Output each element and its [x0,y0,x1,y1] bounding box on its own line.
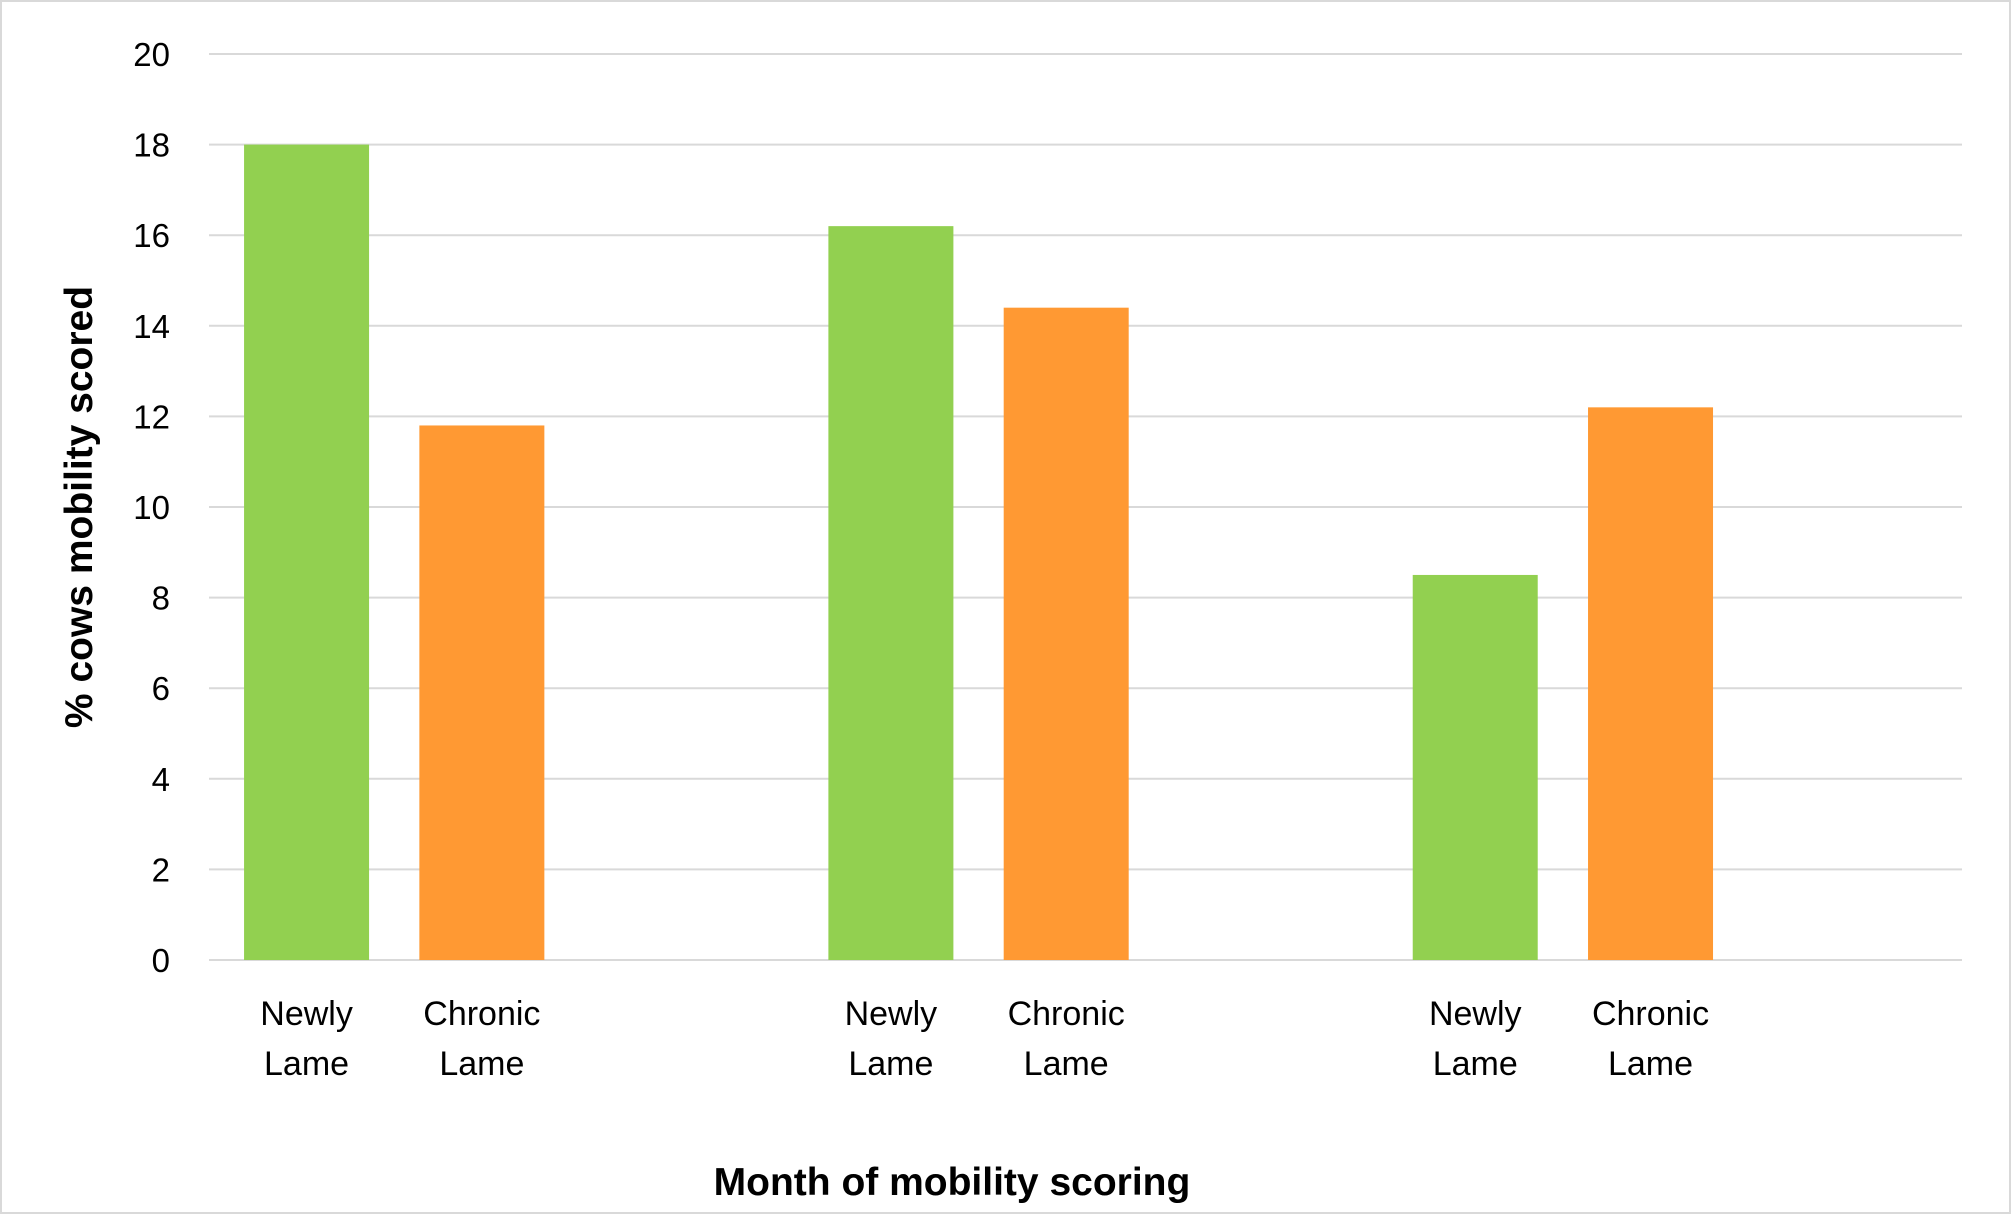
y-tick-label: 12 [133,398,170,435]
x-category-label: Chronic Lame [423,995,540,1083]
x-category-label: Chronic Lame [1592,995,1709,1083]
x-category-label: Newly Lame [260,995,353,1083]
y-tick-label: 6 [152,670,170,707]
bar-newly-lame [1412,574,1538,960]
y-tick-label: 4 [152,761,170,798]
y-tick-label: 8 [152,580,170,617]
y-tick-label: 20 [133,36,170,73]
bar-newly-lame [828,226,954,960]
bar-chronic-lame [1003,307,1129,960]
bar-chronic-lame [419,425,545,961]
y-tick-label: 16 [133,217,170,254]
x-category-label: Chronic Lame [1008,995,1125,1083]
bars [244,144,1714,961]
y-tick-label: 10 [133,489,170,526]
x-axis-category-labels: Newly Lame Chronic Lame Newly Lame Chronic Lame… [260,995,1709,1083]
bar-chronic-lame [1588,407,1714,961]
y-tick-label: 0 [152,942,170,979]
x-axis-title: Month of mobility scoring [714,1161,1191,1204]
y-tick-label: 2 [152,851,170,888]
x-category-label: Newly Lame [1429,995,1522,1083]
y-axis-ticks: 0 2 4 6 8 10 12 14 16 18 20 [133,36,170,979]
y-tick-label: 18 [133,127,170,164]
x-category-label: Newly Lame [845,995,938,1083]
y-axis-title: % cows mobility scored [58,286,101,728]
y-tick-label: 14 [133,308,170,345]
bar-newly-lame [244,144,370,961]
